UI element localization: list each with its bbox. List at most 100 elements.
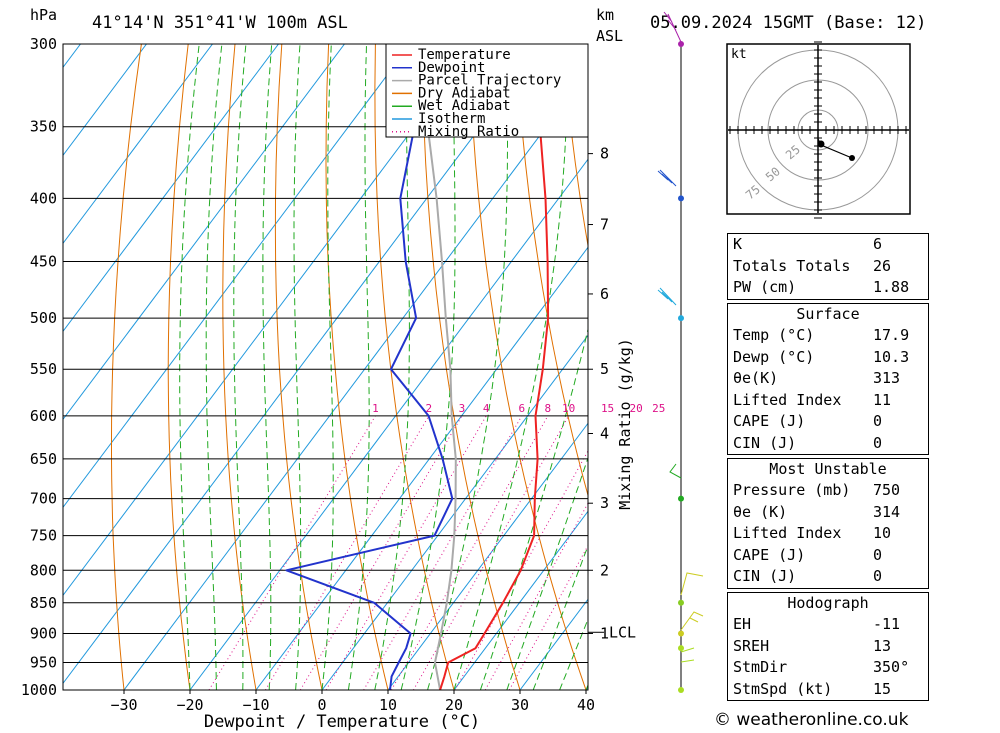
surface-table: Surface Temp (°C) 17.9 Dewp (°C) 10.3 θe(K… [727, 303, 929, 455]
surface-row: CAPE (J) 0 [733, 412, 883, 430]
isotherm-line [255, 246, 588, 690]
temperature-line [439, 44, 550, 690]
wet-adiabat-line [321, 44, 334, 690]
km-tick-label: 2 [600, 561, 609, 579]
legend-label: Parcel Trajectory [418, 73, 561, 89]
plot-frame [62, 43, 589, 691]
hodograph-stats-row: StmDir 350° [733, 658, 910, 676]
wind-level-marker [678, 599, 684, 606]
wind-level-marker [678, 645, 684, 652]
pressure-tick-label: 300 [30, 35, 57, 53]
km-tick-label: 3 [600, 494, 609, 512]
isotherm-line [63, 44, 543, 685]
wind-level-marker [678, 315, 684, 322]
x-tick-label: −10 [242, 696, 269, 714]
x-tick-label: 10 [379, 696, 397, 714]
mixing-ratio-label: 1 [372, 402, 379, 415]
mixing-ratio-label: 6 [518, 402, 525, 415]
mixing-ratio-label: 4 [483, 402, 490, 415]
wind-profile [657, 11, 704, 693]
wind-level-marker [678, 687, 684, 693]
dry-adiabat-line [984, 44, 1000, 690]
hodograph-stats-row: EH -11 [733, 615, 901, 633]
dry-adiabat-line [937, 44, 1000, 690]
x-tick-label: −20 [176, 696, 203, 714]
pressure-tick-label: 800 [30, 561, 57, 579]
pressure-tick-label: 450 [30, 253, 57, 271]
pressure-tick-label: 900 [30, 624, 57, 642]
asl-label: ASL [596, 27, 623, 45]
wind-barb [663, 11, 682, 43]
hodograph-unit: kt [731, 47, 747, 62]
hodograph-stats-title: Hodograph [787, 594, 869, 612]
mixing-ratio-axis-title: Mixing Ratio (g/kg) [616, 338, 634, 510]
wind-level-marker [678, 630, 684, 637]
wet-adiabat-line [205, 44, 223, 690]
dry-adiabat-line [111, 44, 142, 690]
km-tick-label: 8 [600, 145, 609, 163]
dry-adiabat-line [222, 44, 257, 690]
dry-adiabat-line [562, 44, 588, 249]
location-title: 41°14'N 351°41'W 100m ASL [92, 13, 348, 33]
dry-adiabat-line [167, 44, 191, 690]
credit-link[interactable]: © weatheronline.co.uk [714, 710, 909, 730]
wet-adiabat-line [427, 44, 509, 690]
lcl-label: LCL [609, 623, 636, 641]
mixing-ratio-line [363, 415, 523, 690]
mixing-ratio-label: 2 [426, 402, 433, 415]
pressure-tick-label: 1000 [21, 681, 57, 699]
mixing-ratio-line [508, 544, 588, 690]
most-unstable-row: θe (K) 314 [733, 502, 901, 521]
x-tick-label: 0 [317, 696, 326, 714]
surface-row: Dewp (°C) 10.3 [733, 347, 910, 366]
mixing-ratio-label: 8 [545, 402, 552, 415]
isotherm-line [63, 44, 279, 333]
wind-barb [657, 287, 677, 306]
pressure-tick-label: 700 [30, 490, 57, 508]
isotherm-line [453, 510, 588, 690]
dry-adiabat-line [468, 44, 587, 690]
wet-adiabat-line [453, 44, 569, 690]
pressure-tick-label: 400 [30, 189, 57, 207]
hodograph-storm-motion [817, 140, 825, 148]
most-unstable-row: CAPE (J) 0 [733, 545, 883, 564]
surface-row: Temp (°C) 17.9 [733, 326, 910, 344]
surface-title: Surface [796, 305, 860, 323]
surface-row: Lifted Index 11 [733, 390, 892, 409]
mixing-ratio-label: 25 [652, 402, 665, 415]
mixing-ratio-line [264, 415, 430, 690]
wind-level-marker [678, 41, 684, 47]
wind-barb [657, 169, 677, 187]
pressure-tick-label: 750 [30, 527, 57, 545]
mixing-ratio-line [390, 415, 549, 690]
x-tick-label: −30 [110, 696, 137, 714]
wind-level-marker [678, 195, 684, 202]
isotherm-line [123, 70, 588, 690]
hodograph: kt 25 50 75 [726, 41, 911, 219]
pressure-tick-label: 550 [30, 360, 57, 378]
legend-label: Mixing Ratio [418, 124, 519, 140]
pressure-tick-label: 600 [30, 407, 57, 425]
hodograph-end-point [849, 155, 855, 161]
mixing-ratio-label: 15 [601, 402, 614, 415]
hodograph-stats-row: SREH 13 [733, 636, 892, 655]
wind-level-marker [678, 495, 684, 502]
isotherm-line [63, 44, 213, 245]
x-tick-label: 40 [577, 696, 595, 714]
legend-label: Wet Adiabat [418, 98, 511, 114]
mixing-ratio-label: 10 [562, 402, 575, 415]
wet-adiabat-line [559, 618, 588, 690]
dry-adiabat-line [421, 44, 521, 690]
index-row: Totals Totals 26 [733, 256, 892, 275]
wet-adiabat-line [262, 44, 273, 690]
most-unstable-row: CIN (J) 0 [733, 567, 883, 585]
most-unstable-table: Most Unstable Pressure (mb) 750 θe (K) 314… [727, 458, 929, 589]
surface-row: θe(K) 313 [733, 369, 901, 387]
isotherm-line [387, 422, 588, 690]
km-tick-label: 6 [600, 285, 609, 303]
wind-barb [680, 611, 704, 631]
datetime-title: 05.09.2024 15GMT (Base: 12) [650, 13, 926, 33]
km-tick-label: 5 [600, 360, 609, 378]
